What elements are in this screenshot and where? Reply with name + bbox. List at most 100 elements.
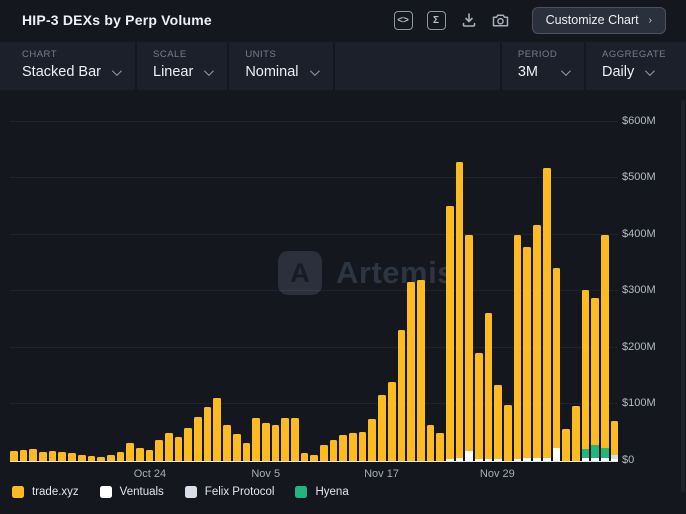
stacked-bar[interactable] bbox=[106, 454, 115, 461]
bar-segment-trade bbox=[329, 440, 338, 461]
stacked-bar[interactable] bbox=[610, 421, 619, 461]
period-dropdown[interactable]: 3M bbox=[518, 64, 571, 80]
stacked-bar[interactable] bbox=[300, 453, 309, 461]
bar-segment-trade bbox=[349, 433, 357, 461]
stacked-bar[interactable] bbox=[562, 428, 570, 461]
stacked-bar[interactable] bbox=[87, 456, 96, 461]
units-dropdown[interactable]: Nominal bbox=[245, 64, 320, 80]
bar-segment-trade bbox=[232, 434, 241, 461]
stacked-bar[interactable] bbox=[19, 450, 28, 461]
stacked-bar[interactable] bbox=[213, 397, 222, 461]
stacked-bar[interactable] bbox=[310, 454, 318, 461]
stacked-bar[interactable] bbox=[591, 298, 599, 461]
stacked-bar[interactable] bbox=[39, 451, 47, 461]
legend-swatch bbox=[184, 486, 197, 498]
chart-type-dropdown[interactable]: Stacked Bar bbox=[22, 64, 122, 80]
stacked-bar[interactable] bbox=[116, 451, 125, 461]
bar-segment-trade bbox=[10, 451, 18, 461]
bar-segment-trade bbox=[281, 418, 289, 461]
stacked-bar[interactable] bbox=[184, 428, 193, 461]
stacked-bar[interactable] bbox=[571, 406, 580, 461]
stacked-bar[interactable] bbox=[223, 424, 231, 461]
legend-item-felix[interactable]: Felix Protocol bbox=[184, 486, 275, 498]
bar-segment-trade bbox=[562, 428, 570, 461]
stacked-bar[interactable] bbox=[320, 445, 328, 461]
stacked-bar[interactable] bbox=[494, 385, 503, 461]
stacked-bar[interactable] bbox=[368, 418, 377, 461]
x-tick-label: Nov 17 bbox=[364, 468, 399, 480]
legend-label: trade.xyz bbox=[32, 486, 79, 498]
customize-chart-button[interactable]: Customize Chart › bbox=[531, 6, 666, 34]
stacked-bar[interactable] bbox=[349, 433, 357, 461]
stacked-bar[interactable] bbox=[271, 424, 280, 461]
stacked-bar[interactable] bbox=[542, 168, 551, 461]
stacked-bar[interactable] bbox=[358, 431, 367, 461]
stacked-bar[interactable] bbox=[155, 440, 163, 461]
stacked-bar[interactable] bbox=[10, 451, 18, 461]
stacked-bar[interactable] bbox=[407, 281, 415, 461]
bar-segment-felix bbox=[610, 454, 619, 460]
aggregate-dropdown[interactable]: Daily bbox=[602, 64, 666, 80]
stacked-bar[interactable] bbox=[329, 440, 338, 461]
stacked-bar[interactable] bbox=[242, 443, 251, 461]
y-tick-label: $100M bbox=[622, 397, 656, 410]
bar-segment-hyena bbox=[600, 448, 609, 459]
scrollbar[interactable] bbox=[681, 100, 685, 492]
stacked-bar[interactable] bbox=[387, 381, 396, 461]
stacked-bar[interactable] bbox=[145, 449, 154, 461]
bar-segment-trade bbox=[68, 452, 76, 461]
stacked-bar[interactable] bbox=[600, 234, 609, 461]
stacked-bar[interactable] bbox=[29, 448, 38, 461]
stacked-bar[interactable] bbox=[339, 434, 348, 461]
stacked-bar[interactable] bbox=[135, 448, 144, 461]
stacked-bar[interactable] bbox=[194, 416, 202, 461]
aggregate-label: AGGREGATE bbox=[602, 49, 666, 60]
stacked-bar[interactable] bbox=[416, 280, 425, 461]
stacked-bar[interactable] bbox=[465, 234, 473, 461]
stacked-bar[interactable] bbox=[48, 450, 57, 461]
toolbar-spacer bbox=[335, 42, 500, 90]
stacked-bar[interactable] bbox=[68, 452, 76, 461]
stacked-bar[interactable] bbox=[232, 434, 241, 461]
stacked-bar[interactable] bbox=[513, 235, 522, 461]
stacked-bar[interactable] bbox=[436, 433, 444, 461]
stacked-bar[interactable] bbox=[261, 423, 270, 461]
stacked-bar[interactable] bbox=[77, 454, 86, 461]
bar-segment-hyena bbox=[581, 449, 590, 459]
stacked-bar[interactable] bbox=[484, 313, 493, 461]
stacked-bar[interactable] bbox=[455, 161, 464, 461]
stacked-bar[interactable] bbox=[126, 442, 134, 461]
stacked-bar[interactable] bbox=[252, 418, 260, 461]
artemis-watermark-text: Artemis bbox=[336, 255, 455, 290]
download-icon[interactable] bbox=[460, 11, 478, 29]
stacked-bar[interactable] bbox=[533, 224, 541, 461]
legend-item-hyena[interactable]: Hyena bbox=[295, 486, 349, 498]
stacked-bar[interactable] bbox=[165, 432, 173, 461]
stacked-bar[interactable] bbox=[174, 436, 183, 461]
stacked-bar[interactable] bbox=[397, 329, 406, 461]
stacked-bar[interactable] bbox=[523, 247, 532, 461]
stacked-bar[interactable] bbox=[290, 418, 299, 461]
stacked-bar[interactable] bbox=[445, 206, 454, 461]
stacked-bar[interactable] bbox=[58, 451, 67, 461]
sum-formula-icon[interactable]: Σ bbox=[426, 10, 446, 30]
stacked-bar[interactable] bbox=[552, 268, 561, 461]
camera-screenshot-icon[interactable] bbox=[492, 11, 510, 29]
stacked-bar[interactable] bbox=[281, 418, 289, 461]
stacked-bar[interactable] bbox=[504, 405, 512, 461]
stacked-bar[interactable] bbox=[581, 290, 590, 461]
stacked-bar[interactable] bbox=[378, 394, 386, 461]
stacked-bar[interactable] bbox=[97, 457, 105, 461]
embed-code-icon[interactable]: <> bbox=[393, 10, 413, 30]
legend-label: Felix Protocol bbox=[204, 486, 275, 498]
bar-segment-trade bbox=[223, 424, 231, 461]
stacked-bar[interactable] bbox=[475, 352, 483, 461]
bar-segment-trade bbox=[310, 454, 318, 461]
stacked-bar[interactable] bbox=[203, 406, 212, 461]
scale-dropdown[interactable]: Linear bbox=[153, 64, 215, 80]
legend-item-trade[interactable]: trade.xyz bbox=[12, 486, 79, 498]
bar-segment-trade bbox=[97, 457, 105, 461]
stacked-bar[interactable] bbox=[426, 424, 435, 461]
bar-segment-trade bbox=[513, 235, 522, 459]
legend-item-ventuals[interactable]: Ventuals bbox=[99, 486, 164, 498]
